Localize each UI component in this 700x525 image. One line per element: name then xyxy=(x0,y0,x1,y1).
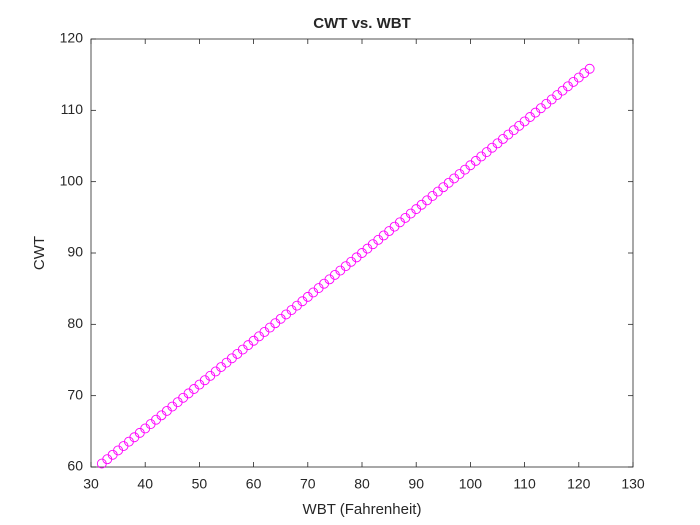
x-tick-label: 30 xyxy=(83,476,99,492)
x-axis-label: WBT (Fahrenheit) xyxy=(303,501,422,518)
x-tick-label: 50 xyxy=(192,476,208,492)
y-tick-label: 60 xyxy=(67,458,83,474)
y-tick-label: 120 xyxy=(60,30,84,46)
x-tick-label: 80 xyxy=(354,476,370,492)
y-tick-label: 80 xyxy=(67,315,83,331)
x-tick-label: 100 xyxy=(459,476,483,492)
x-tick-label: 70 xyxy=(300,476,316,492)
y-tick-label: 100 xyxy=(60,172,84,188)
x-tick-label: 130 xyxy=(621,476,645,492)
plot-area xyxy=(90,38,634,468)
x-tick-label: 120 xyxy=(567,476,591,492)
data-point xyxy=(584,63,595,74)
x-tick-label: 90 xyxy=(408,476,424,492)
y-tick-label: 110 xyxy=(61,101,84,117)
y-tick-label: 70 xyxy=(67,386,83,402)
x-tick-label: 40 xyxy=(137,476,153,492)
x-tick-label: 60 xyxy=(246,476,262,492)
x-tick-label: 110 xyxy=(513,476,536,492)
chart-title: CWT vs. WBT xyxy=(313,15,411,32)
y-tick-label: 90 xyxy=(67,244,83,260)
y-axis-label: CWT xyxy=(31,236,48,270)
